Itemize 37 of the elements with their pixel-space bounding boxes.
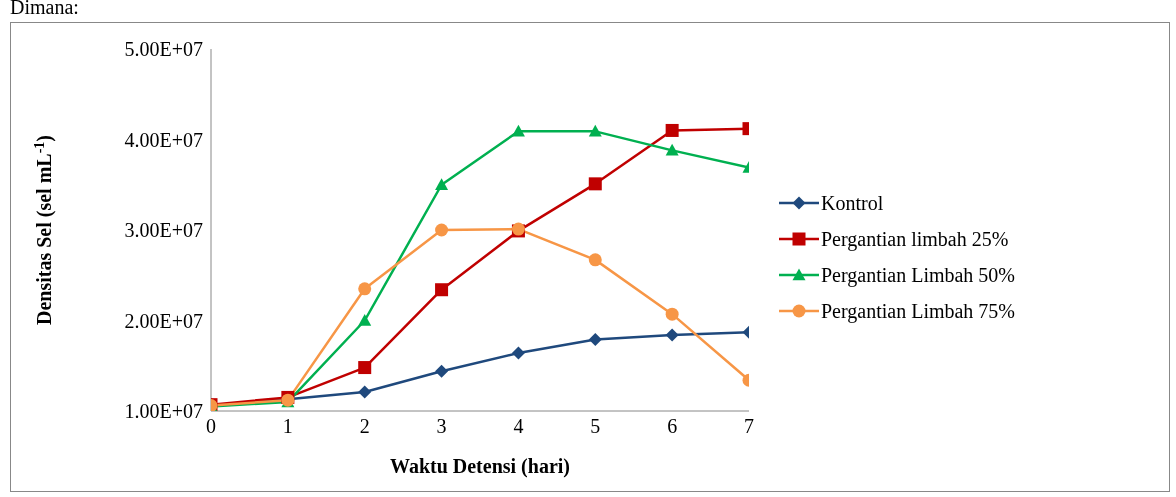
y-tick-label: 2.00E+07	[124, 309, 203, 332]
legend-label: Pergantian Limbah 50%	[821, 263, 1016, 287]
x-tick-label: 4	[513, 415, 524, 438]
y-tick-label: 1.00E+07	[124, 400, 203, 423]
legend-label: Pergantian Limbah 75%	[821, 299, 1016, 323]
x-tick-label: 3	[436, 415, 447, 438]
x-axis-title: Waktu Detensi (hari)	[390, 455, 570, 478]
point	[588, 124, 602, 137]
x-tick-label: 6	[667, 415, 678, 438]
legend-label: Kontrol	[821, 191, 884, 215]
x-tick-label: 7	[744, 415, 754, 438]
point	[435, 283, 449, 297]
point	[588, 333, 602, 347]
x-tick-label: 0	[206, 415, 216, 438]
x-tick-label: 5	[590, 415, 601, 438]
point	[588, 177, 602, 191]
point	[511, 124, 525, 137]
point	[511, 346, 525, 360]
point	[358, 314, 372, 326]
text: Dimana:	[10, 0, 79, 19]
legend-label: Pergantian limbah 25%	[821, 227, 1009, 251]
point	[435, 178, 449, 190]
point	[665, 307, 679, 321]
point	[665, 328, 679, 342]
x-tick-label: 1	[282, 415, 293, 438]
point	[665, 123, 679, 137]
y-tick-label: 5.00E+07	[124, 38, 203, 61]
point	[588, 253, 602, 267]
point	[665, 143, 679, 156]
point	[358, 385, 372, 399]
point	[435, 223, 449, 237]
x-tick-label: 2	[359, 415, 370, 438]
y-tick-label: 4.00E+07	[124, 128, 203, 151]
point	[358, 282, 372, 296]
point	[435, 364, 449, 378]
y-tick-label: 3.00E+07	[124, 219, 203, 242]
point	[358, 361, 372, 375]
